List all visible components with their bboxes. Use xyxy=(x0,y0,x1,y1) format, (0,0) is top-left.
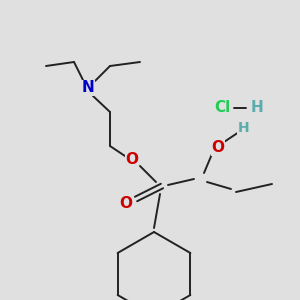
Text: O: O xyxy=(212,140,224,155)
Text: H: H xyxy=(238,121,250,135)
Text: Cl: Cl xyxy=(214,100,230,116)
Text: O: O xyxy=(125,152,139,167)
Text: H: H xyxy=(250,100,263,116)
Text: N: N xyxy=(82,80,94,95)
Text: O: O xyxy=(119,196,133,211)
